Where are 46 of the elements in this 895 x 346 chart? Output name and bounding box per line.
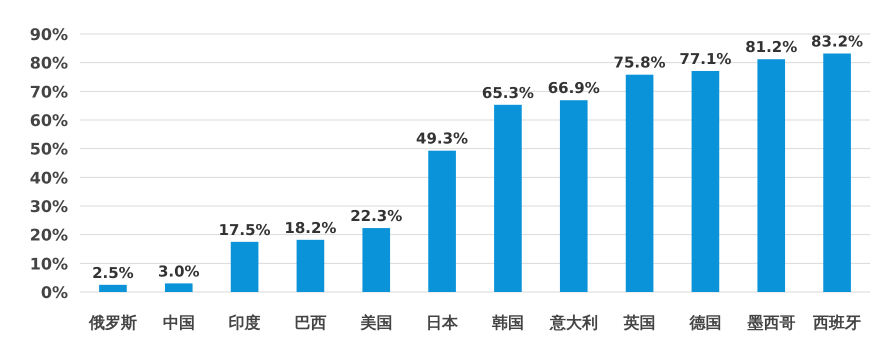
y-tick-label: 80% xyxy=(30,54,68,73)
data-label: 75.8% xyxy=(614,54,666,72)
data-label: 17.5% xyxy=(218,220,271,239)
x-tick-label: 西班牙 xyxy=(812,313,862,332)
x-tick-label: 英国 xyxy=(622,313,656,332)
x-tick-label: 印度 xyxy=(228,313,261,332)
bar xyxy=(626,74,654,292)
y-tick-label: 30% xyxy=(30,197,68,216)
x-tick-label: 德国 xyxy=(688,313,722,332)
data-label: 65.3% xyxy=(482,84,534,102)
x-tick-label: 俄罗斯 xyxy=(88,313,137,332)
y-tick-label: 20% xyxy=(30,226,68,245)
y-tick-label: 10% xyxy=(30,254,68,274)
bar xyxy=(164,283,193,292)
data-label: 66.9% xyxy=(548,79,600,98)
bar xyxy=(560,100,588,292)
x-tick-label: 中国 xyxy=(162,313,195,332)
y-tick-label: 70% xyxy=(30,82,68,102)
x-tick-label: 美国 xyxy=(359,313,392,332)
data-label: 22.3% xyxy=(350,207,402,226)
x-tick-label: 日本 xyxy=(426,313,460,332)
y-tick-label: 90% xyxy=(30,25,68,44)
data-label: 83.2% xyxy=(811,32,864,50)
x-tick-label: 巴西 xyxy=(294,313,326,332)
x-tick-label: 墨西哥 xyxy=(746,313,796,332)
y-tick-label: 60% xyxy=(30,111,68,130)
bar xyxy=(757,59,786,292)
bar xyxy=(428,150,456,292)
y-tick-label: 0% xyxy=(40,283,68,302)
data-label: 2.5% xyxy=(92,264,134,282)
data-label: 3.0% xyxy=(158,262,200,280)
bar xyxy=(494,104,522,292)
bar xyxy=(692,70,720,292)
data-label: 18.2% xyxy=(284,218,336,237)
bar xyxy=(823,53,851,292)
data-label: 81.2% xyxy=(745,38,798,56)
data-label: 77.1% xyxy=(679,50,732,68)
bar xyxy=(362,228,390,292)
data-label: 49.3% xyxy=(416,130,468,148)
x-tick-label: 意大利 xyxy=(548,313,598,332)
x-tick-label: 韩国 xyxy=(490,313,524,332)
y-tick-label: 40% xyxy=(30,168,68,188)
bar xyxy=(99,284,127,292)
bar xyxy=(296,240,324,292)
bar xyxy=(230,242,258,292)
y-tick-label: 50% xyxy=(30,140,68,159)
